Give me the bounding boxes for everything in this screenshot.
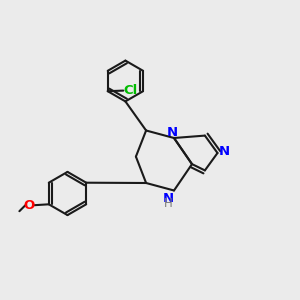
Text: N: N bbox=[218, 145, 230, 158]
Text: O: O bbox=[23, 199, 34, 212]
Text: N: N bbox=[167, 126, 178, 139]
Text: Cl: Cl bbox=[123, 84, 137, 97]
Text: N: N bbox=[163, 191, 174, 205]
Text: H: H bbox=[164, 196, 173, 210]
